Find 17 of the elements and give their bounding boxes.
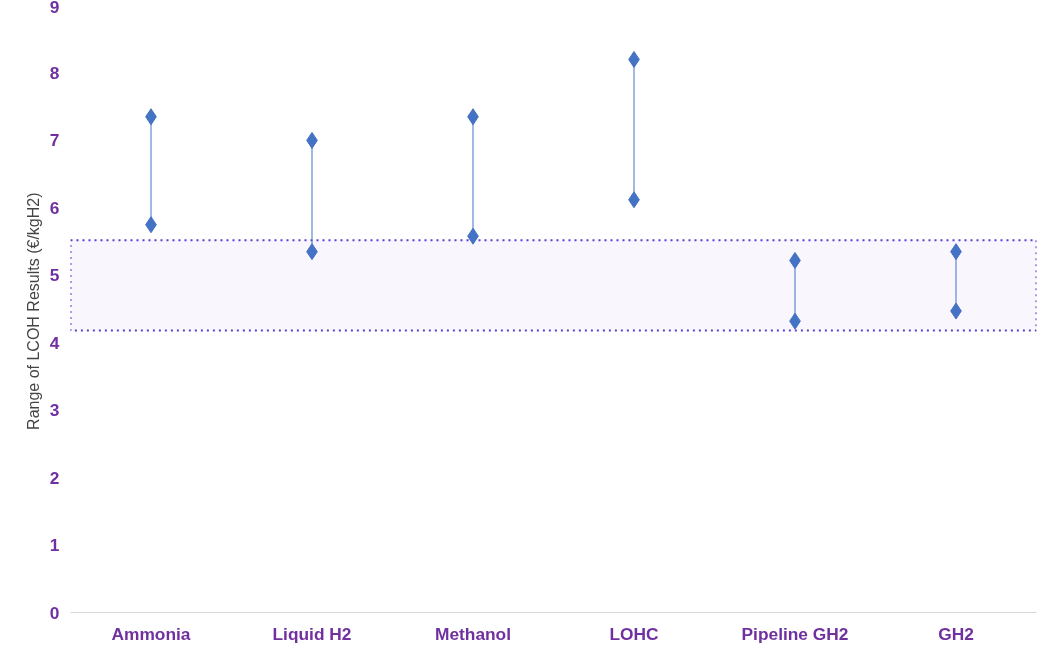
y-tick-label: 2 (49, 467, 60, 488)
y-axis-title: Range of LCOH Results (€/kgH2) (24, 192, 42, 430)
y-tick-label: 3 (49, 400, 60, 421)
x-tick-label: LOHC (609, 623, 660, 644)
x-tick-label: Pipeline GH2 (741, 623, 849, 644)
y-tick-label: 5 (49, 265, 60, 286)
x-tick-label: GH2 (938, 623, 974, 644)
x-tick-label: Ammonia (111, 623, 191, 644)
y-tick-label: 4 (49, 332, 60, 353)
y-tick-label: 0 (49, 602, 60, 623)
x-tick-label: Liquid H2 (272, 623, 352, 644)
y-tick-label: 6 (49, 197, 60, 218)
y-tick-label: 8 (49, 62, 60, 83)
y-tick-label: 1 (49, 535, 60, 556)
x-tick-label: Methanol (434, 623, 512, 644)
y-tick-label: 9 (49, 0, 60, 17)
y-tick-label: 7 (49, 130, 60, 151)
